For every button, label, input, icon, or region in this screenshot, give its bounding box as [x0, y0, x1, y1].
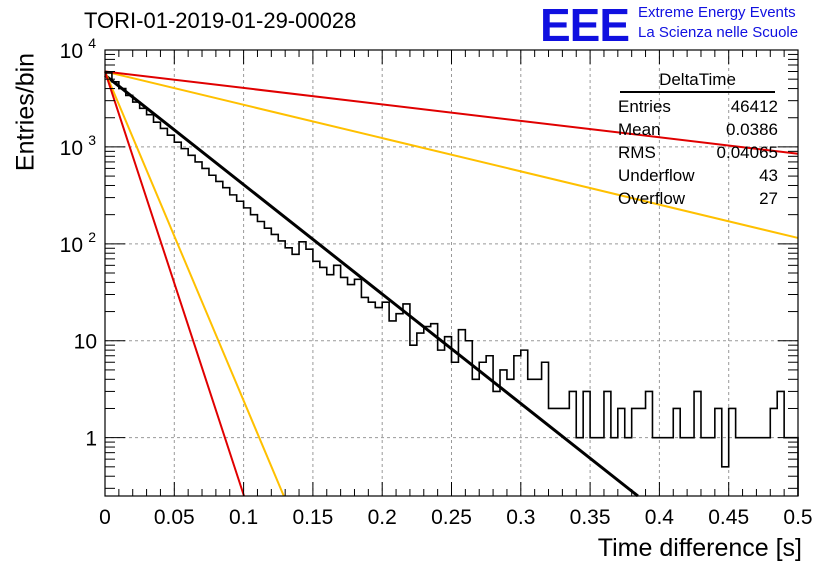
y-tick-labels: 1 10 10 2 10 3 10 4 [60, 35, 97, 451]
fit-line [104, 70, 799, 239]
plot-title: TORI-01-2019-01-29-00028 [84, 8, 357, 33]
x-tick-label: 0.45 [708, 506, 749, 529]
stats-row-entries: Entries 46412 [610, 95, 778, 118]
y-axis-label: Entries/bin [11, 52, 40, 172]
y-tick-label: 10 [60, 137, 83, 160]
stats-value: 46412 [730, 97, 778, 116]
stats-label: Underflow [618, 166, 695, 185]
fit-lines [104, 70, 799, 498]
stats-value: 0.04065 [716, 143, 778, 162]
histogram [105, 72, 799, 496]
y-tick-label: 10 [74, 331, 97, 354]
fit-line [104, 71, 285, 497]
stats-row-mean: Mean 0.0386 [610, 118, 778, 141]
eee-logo: EEE [540, 0, 630, 51]
fit-line [104, 73, 639, 498]
brand-line-1: Extreme Energy Events [638, 4, 796, 21]
axis-ticks [104, 49, 799, 496]
x-tick-label: 0.35 [570, 506, 611, 529]
y-tick-exponent: 2 [88, 229, 96, 245]
x-tick-label: 0.1 [229, 506, 258, 529]
y-tick-label: 1 [85, 428, 97, 451]
stats-label: RMS [618, 143, 656, 162]
stats-value: 43 [759, 166, 778, 185]
x-tick-label: 0.25 [431, 506, 472, 529]
stats-value: 0.0386 [726, 120, 778, 139]
histogram-outline [105, 72, 799, 496]
stats-row-overflow: Overflow 27 [610, 187, 778, 210]
stats-row-underflow: Underflow 43 [610, 164, 778, 187]
stats-row-rms: RMS 0.04065 [610, 141, 778, 164]
x-tick-label: 0.3 [506, 506, 535, 529]
x-tick-label: 0.5 [783, 506, 812, 529]
stats-label: Overflow [618, 189, 686, 208]
y-tick-label: 10 [60, 40, 83, 63]
x-tick-label: 0.05 [154, 506, 195, 529]
y-tick-exponent: 4 [88, 35, 96, 51]
x-tick-labels: 0 0.05 0.1 0.15 0.2 0.25 0.3 0.35 0.4 0.45 0.5 [99, 506, 812, 529]
fit-line [104, 71, 245, 497]
y-tick-label: 10 [60, 234, 83, 257]
stats-box: DeltaTime Entries 46412 Mean 0.0386 RMS … [610, 70, 778, 210]
stats-label: Entries [618, 97, 671, 116]
stats-value: 27 [759, 189, 778, 208]
stats-title: DeltaTime [620, 70, 775, 93]
x-tick-label: 0.4 [645, 506, 675, 529]
x-axis-label: Time difference [s] [597, 534, 802, 562]
y-tick-exponent: 3 [88, 132, 96, 148]
x-tick-label: 0.15 [292, 506, 333, 529]
fit-line [104, 70, 799, 155]
stats-label: Mean [618, 120, 661, 139]
brand-line-2: La Scienza nelle Scuole [638, 24, 799, 41]
x-tick-label: 0 [99, 506, 111, 529]
x-tick-label: 0.2 [368, 506, 397, 529]
